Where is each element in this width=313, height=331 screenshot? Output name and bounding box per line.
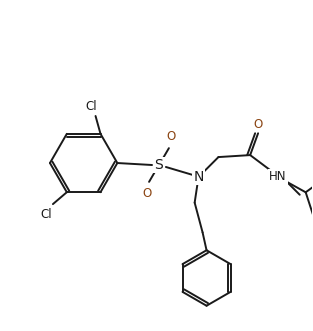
Text: S: S — [155, 158, 163, 172]
Text: Cl: Cl — [40, 208, 52, 220]
Text: O: O — [166, 130, 176, 143]
Text: O: O — [142, 187, 152, 200]
Text: O: O — [254, 118, 263, 131]
Text: HN: HN — [269, 170, 287, 183]
Text: Cl: Cl — [86, 100, 97, 113]
Text: N: N — [193, 170, 204, 184]
